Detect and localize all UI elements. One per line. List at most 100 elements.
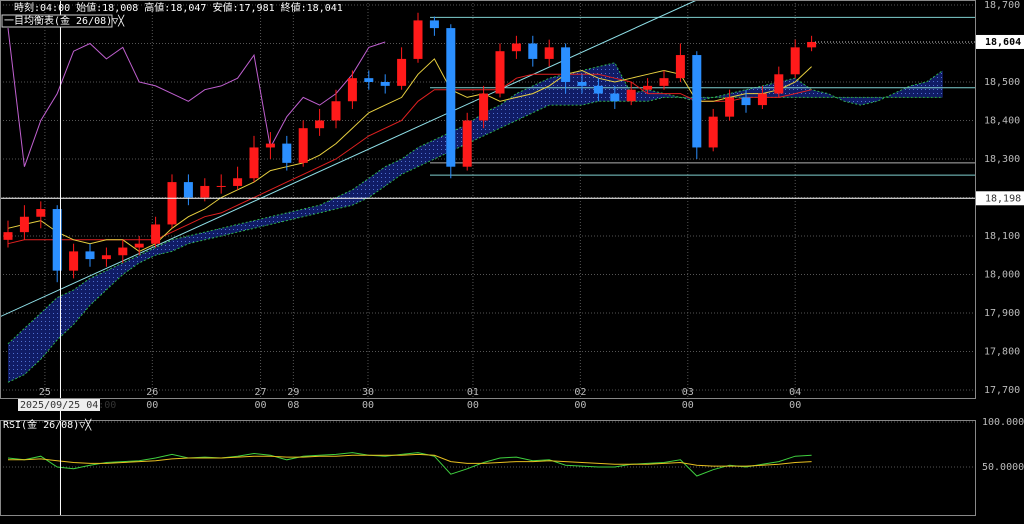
y-tick-label: 18,000 bbox=[984, 269, 1020, 280]
last-price-box bbox=[976, 34, 1024, 49]
candle-body bbox=[183, 182, 193, 198]
y-tick-label: 18,400 bbox=[984, 116, 1020, 127]
candle-body bbox=[249, 147, 259, 179]
candle-body bbox=[446, 28, 456, 167]
candle-body bbox=[413, 20, 423, 59]
candle-body bbox=[315, 120, 325, 129]
candle-body bbox=[725, 97, 735, 117]
candle-body bbox=[741, 97, 751, 106]
candle-body bbox=[462, 120, 472, 167]
x-tick-label: 27 bbox=[255, 387, 267, 398]
candle-body bbox=[643, 85, 653, 90]
candle-body bbox=[3, 232, 13, 240]
candle-body bbox=[233, 178, 243, 186]
x-tick-label: 26 bbox=[146, 387, 158, 398]
rsi-line bbox=[7, 452, 812, 477]
y-tick-label: 50.0000 bbox=[982, 462, 1024, 473]
crosshair-price-box bbox=[976, 191, 1024, 206]
candle-body bbox=[364, 78, 374, 83]
x-tick-sublabel: 00 bbox=[255, 400, 267, 411]
legend-box bbox=[1, 14, 113, 28]
kijun-line bbox=[7, 73, 812, 245]
candle-body bbox=[790, 47, 800, 75]
candle-body bbox=[577, 82, 587, 86]
candle-body bbox=[774, 74, 784, 94]
y-tick-label: 100.0000 bbox=[982, 417, 1024, 428]
crosshair-price-label: 18,198 bbox=[985, 193, 1021, 204]
x-tick-sublabel: 08 bbox=[287, 400, 299, 411]
candle-body bbox=[118, 247, 128, 256]
x-tick-label: 01 bbox=[467, 387, 479, 398]
rsi-frame bbox=[0, 420, 976, 516]
rsi-plot bbox=[0, 421, 975, 477]
x-tick-label: 04 bbox=[789, 387, 801, 398]
ohlc-header: 時刻:04:00 始値:18,008 高値:18,047 安値:17,981 終… bbox=[14, 1, 343, 14]
x-tick-label: 25 bbox=[39, 387, 51, 398]
candle-body bbox=[659, 78, 669, 86]
span-a-line bbox=[7, 62, 944, 345]
candle-body bbox=[675, 55, 685, 79]
crosshair-time-label: 2025/09/25 04:00 bbox=[20, 400, 116, 411]
x-tick-sublabel: 00 bbox=[682, 400, 694, 411]
y-tick-label: 17,700 bbox=[984, 385, 1020, 396]
candle-body bbox=[347, 78, 357, 102]
candle-body bbox=[610, 93, 620, 102]
candle-body bbox=[807, 41, 817, 48]
span-b-line bbox=[7, 96, 943, 383]
y-tick-label: 17,900 bbox=[984, 308, 1020, 319]
candle-body bbox=[52, 209, 62, 271]
main-plot bbox=[0, 0, 975, 398]
y-tick-label: 18,500 bbox=[984, 77, 1020, 88]
candle-body bbox=[511, 43, 521, 52]
candle-body bbox=[479, 93, 489, 121]
candle-body bbox=[265, 143, 275, 148]
x-tick-sublabel: 00 bbox=[467, 400, 479, 411]
candle-body bbox=[692, 55, 702, 148]
x-tick-label: 30 bbox=[362, 387, 374, 398]
x-tick-sublabel: 00 bbox=[789, 400, 801, 411]
candle-body bbox=[544, 47, 554, 59]
candle-body bbox=[134, 243, 144, 248]
x-tick-label: 02 bbox=[574, 387, 586, 398]
candle-body bbox=[380, 82, 390, 86]
y-tick-label: 17,800 bbox=[984, 346, 1020, 357]
candle-body bbox=[708, 116, 718, 148]
x-tick-sublabel: 00 bbox=[146, 400, 158, 411]
candle-body bbox=[167, 182, 177, 225]
candle-body bbox=[593, 85, 603, 94]
x-tick-label: 03 bbox=[682, 387, 694, 398]
candle-body bbox=[626, 89, 636, 102]
candle-body bbox=[429, 20, 439, 29]
candle-body bbox=[151, 224, 161, 244]
rsi-line bbox=[8, 453, 812, 467]
candle-body bbox=[528, 43, 538, 59]
candle-body bbox=[216, 185, 226, 187]
x-tick-sublabel: 00 bbox=[362, 400, 374, 411]
trend-line bbox=[0, 0, 698, 318]
candle-body bbox=[85, 251, 95, 260]
candle-body bbox=[200, 185, 210, 198]
crosshair-time-box bbox=[18, 399, 100, 411]
candle-body bbox=[298, 128, 308, 163]
chikou-line bbox=[7, 28, 386, 167]
candle-body bbox=[495, 51, 505, 94]
candle-body bbox=[397, 58, 407, 86]
cloud-fill bbox=[8, 62, 943, 383]
x-tick-sublabel: 00 bbox=[574, 400, 586, 411]
candle-body bbox=[69, 251, 79, 271]
candle-body bbox=[561, 47, 571, 83]
candle-body bbox=[282, 143, 292, 163]
rsi-legend: RSI(金 26/08)▽╳ bbox=[3, 418, 92, 431]
candle-body bbox=[101, 255, 111, 260]
candle-body bbox=[19, 216, 29, 233]
candle-body bbox=[331, 101, 341, 121]
main-frame bbox=[0, 0, 976, 399]
x-tick-label: 29 bbox=[287, 387, 299, 398]
candle-body bbox=[757, 93, 767, 106]
y-tick-label: 18,100 bbox=[984, 231, 1020, 242]
legend: 一目均衡表(金 26/08)▽╳ bbox=[4, 14, 125, 27]
